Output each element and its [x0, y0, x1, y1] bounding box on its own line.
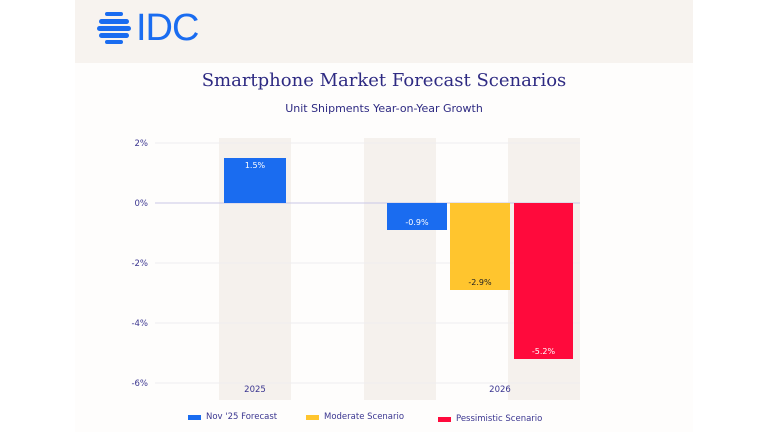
category-band [364, 138, 436, 400]
data-label: -0.9% [405, 218, 429, 227]
legend-item-moderate: Moderate Scenario [306, 412, 404, 422]
idc-logo: IDC [96, 7, 199, 49]
y-tick-label: -2% [131, 259, 148, 269]
legend-swatch [188, 414, 201, 420]
data-label: 1.5% [245, 161, 266, 170]
chart-subtitle: Unit Shipments Year-on-Year Growth [285, 102, 483, 115]
y-tick-label: 2% [135, 139, 149, 149]
legend-label: Pessimistic Scenario [456, 414, 543, 424]
legend-label: Nov '25 Forecast [206, 412, 278, 422]
bar-2026-1 [450, 203, 510, 290]
x-tick-label: 2026 [489, 385, 511, 395]
legend-item-nov-forecast: Nov '25 Forecast [188, 412, 277, 422]
data-label: -5.2% [532, 347, 556, 356]
y-tick-label: -6% [131, 379, 148, 389]
legend-swatch [438, 416, 451, 422]
globe-icon [97, 12, 131, 44]
bar-2025-0 [224, 158, 286, 203]
legend-label: Moderate Scenario [324, 412, 405, 422]
bar-2026-2 [514, 203, 573, 359]
chart-title: Smartphone Market Forecast Scenarios [201, 70, 567, 91]
legend-item-pessimistic: Pessimistic Scenario [438, 414, 542, 424]
x-tick-label: 2025 [244, 385, 266, 395]
header-band [75, 0, 693, 63]
y-tick-label: -4% [131, 319, 148, 329]
bar-2026-0 [387, 203, 447, 230]
legend-swatch [306, 414, 319, 420]
data-label: -2.9% [468, 278, 492, 287]
y-tick-label: 0% [135, 199, 149, 209]
logo-text: IDC [136, 7, 199, 49]
